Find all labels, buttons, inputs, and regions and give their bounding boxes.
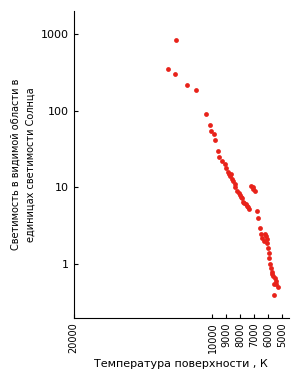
Point (235, 188, 240, 194)
Point (207, 122, 212, 128)
Point (262, 238, 266, 244)
Point (251, 186, 256, 192)
X-axis label: Температура поверхности , К: Температура поверхности , К (94, 359, 268, 369)
Point (242, 200, 247, 206)
Point (245, 204, 250, 211)
Point (252, 188, 257, 194)
Point (223, 162, 227, 168)
Point (232, 181, 237, 187)
Point (243, 201, 248, 207)
Point (259, 231, 263, 237)
Point (238, 194, 243, 200)
Point (273, 276, 278, 282)
Point (172, 71, 177, 77)
Point (274, 281, 279, 287)
Point (266, 245, 270, 252)
Point (227, 171, 232, 177)
Point (212, 137, 217, 143)
Point (238, 192, 243, 198)
Point (272, 291, 277, 298)
Point (217, 154, 222, 160)
Point (266, 250, 271, 256)
Point (254, 207, 259, 214)
Point (268, 261, 272, 267)
Point (265, 240, 270, 246)
Point (194, 87, 198, 93)
Point (166, 66, 170, 72)
Point (228, 171, 233, 177)
Point (174, 36, 179, 43)
Point (240, 195, 245, 201)
Point (245, 203, 250, 209)
Point (264, 233, 268, 239)
Point (231, 178, 236, 184)
Point (230, 176, 234, 182)
Point (212, 131, 216, 137)
Point (250, 184, 255, 190)
Point (224, 165, 229, 171)
Point (209, 128, 214, 134)
Point (249, 183, 254, 189)
Point (267, 255, 272, 261)
Point (227, 173, 232, 179)
Point (275, 284, 280, 290)
Point (203, 111, 208, 117)
Y-axis label: Светимость в видимой области в
единицах светимости Солнца: Светимость в видимой области в единицах … (11, 79, 35, 250)
Point (220, 158, 225, 164)
Point (233, 184, 238, 190)
Point (268, 264, 273, 271)
Point (260, 235, 265, 241)
Point (256, 215, 261, 221)
Point (257, 225, 262, 231)
Point (270, 271, 274, 277)
Point (271, 273, 275, 279)
Point (225, 169, 230, 175)
Point (263, 231, 268, 237)
Point (271, 281, 276, 287)
Point (273, 278, 278, 284)
Point (269, 269, 274, 275)
Point (264, 236, 269, 242)
Point (246, 206, 251, 212)
Point (241, 199, 245, 205)
Point (185, 82, 190, 88)
Point (236, 190, 241, 196)
Point (216, 148, 220, 154)
